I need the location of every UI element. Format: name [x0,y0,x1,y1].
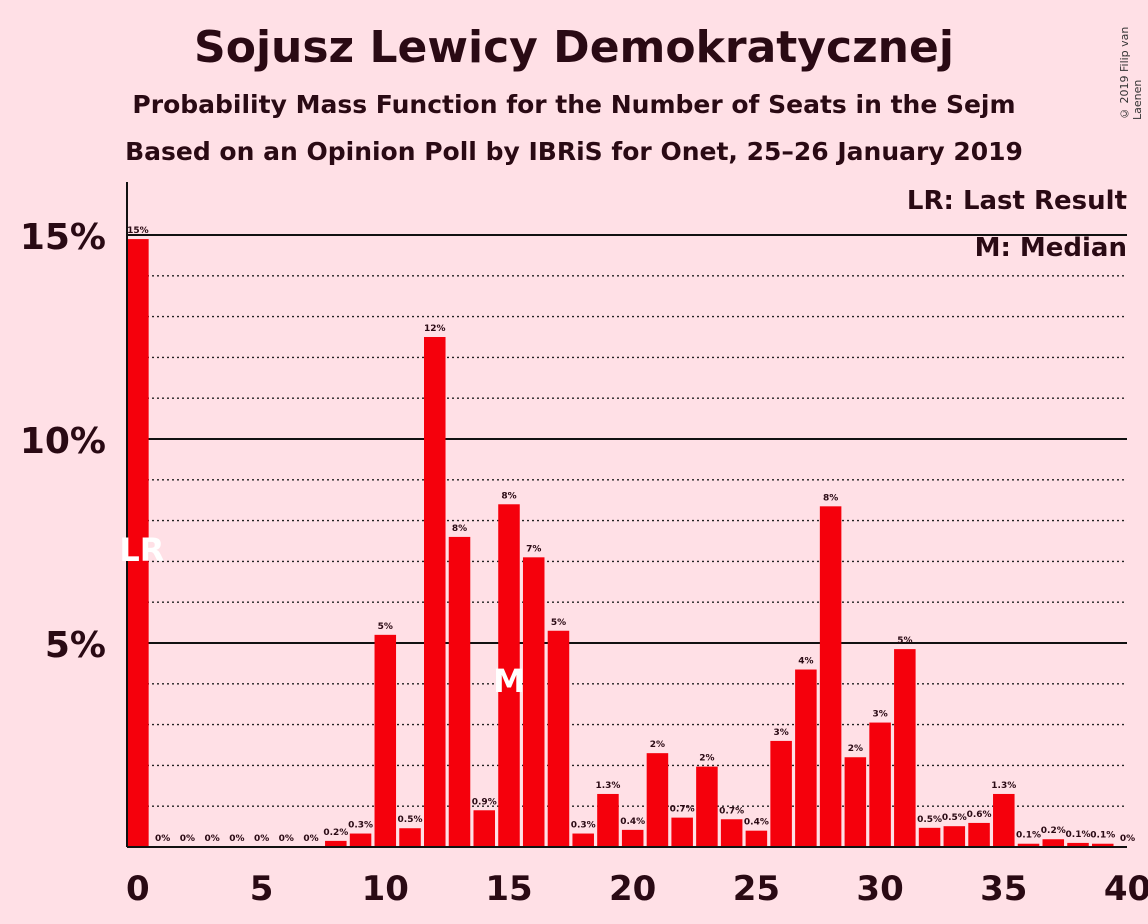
bar-seat-8 [325,840,347,847]
legend-last-result: LR: Last Result [907,186,1127,216]
bar-seat-0 [127,239,149,847]
data-label: 3% [872,710,887,720]
data-label: 5% [378,622,393,632]
data-label: 2% [650,740,665,750]
x-tick-label: 15 [485,869,532,909]
data-label: 0% [155,834,170,844]
bar-seat-20 [621,829,644,847]
data-label: 1.3% [595,781,620,791]
data-label: 0.4% [620,817,645,827]
bar-seat-38 [1067,842,1089,847]
data-label: 0% [1120,834,1135,844]
data-label: 0% [204,834,219,844]
bar-seat-14 [473,810,496,847]
data-label: 8% [501,491,516,501]
data-label: 15% [127,226,149,236]
bar-seat-17 [547,630,570,847]
bar-seat-31 [894,649,916,847]
data-label: 0.7% [719,806,744,816]
data-label: 7% [526,544,541,554]
bar-seat-23 [696,766,718,847]
y-tick-label: 15% [20,217,106,258]
data-label: 0.4% [744,818,769,828]
data-label: 4% [798,657,813,667]
x-tick-label: 35 [980,869,1027,909]
bar-seat-34 [968,822,990,847]
bar-seat-29 [844,757,867,847]
data-label: 0.1% [1066,830,1091,840]
bar-seat-11 [399,828,421,847]
x-tick-label: 40 [1104,869,1148,909]
data-label: 0.1% [1016,831,1041,841]
x-tick-label: 5 [250,869,274,909]
legend-median: M: Median [975,233,1127,263]
data-label: 8% [452,524,467,534]
data-label: 0% [254,834,269,844]
x-tick-label: 30 [856,869,903,909]
bar-seat-18 [572,833,594,847]
data-label: 0.3% [571,821,596,831]
bar-seat-9 [349,833,372,847]
bar-seat-33 [943,826,966,847]
x-tick-label: 20 [609,869,656,909]
bar-seat-16 [522,557,545,847]
bar-seat-25 [745,830,768,847]
y-tick-label: 10% [20,421,106,462]
data-label: 0.5% [917,815,942,825]
bar-seat-30 [869,722,891,847]
bar-seat-19 [597,793,619,847]
data-label: 0.1% [1090,831,1115,841]
data-label: 0.7% [670,805,695,815]
data-label: 2% [848,744,863,754]
chart-subtitle-source: Based on an Opinion Poll by IBRiS for On… [125,137,1023,166]
bar-seat-37 [1042,839,1065,847]
data-label: 0.6% [967,810,992,820]
data-label: 3% [773,728,788,738]
bar-seat-26 [770,740,792,847]
x-tick-label: 0 [126,869,150,909]
bar-seat-22 [671,817,693,847]
bar-seat-10 [374,634,397,847]
x-tick-label: 25 [733,869,780,909]
bar-seat-36 [1017,843,1040,847]
data-label: 0.9% [472,797,497,807]
data-label: 0.5% [398,815,423,825]
bar-seat-24 [720,819,743,847]
data-label: 0% [229,834,244,844]
data-label: 12% [424,324,446,334]
data-label: 0.3% [348,821,373,831]
data-label: 0% [180,834,195,844]
data-label: 5% [551,618,566,628]
data-label: 5% [897,636,912,646]
last-result-marker: LR [119,531,164,569]
data-label: 1.3% [991,781,1016,791]
bar-seat-12 [424,337,446,847]
bar-seat-15 [498,504,520,847]
median-marker: M [493,662,525,700]
bar-seat-39 [1091,843,1114,847]
bar-seat-28 [819,506,842,847]
bar-seat-13 [448,536,471,847]
data-label: 0% [279,834,294,844]
y-tick-label: 5% [45,625,106,666]
chart-subtitle: Probability Mass Function for the Number… [132,90,1016,119]
bar-seat-27 [795,669,817,847]
x-tick-label: 10 [362,869,409,909]
data-label: 8% [823,493,838,503]
bar-seat-32 [918,827,941,847]
data-label: 0.5% [942,813,967,823]
data-label: 0.2% [323,828,348,838]
data-label: 0.2% [1041,826,1066,836]
bar-seat-35 [993,793,1015,847]
data-label: 2% [699,754,714,764]
data-label: 0% [303,834,318,844]
chart-title: Sojusz Lewicy Demokratycznej [194,22,954,73]
bar-seat-21 [646,753,669,847]
